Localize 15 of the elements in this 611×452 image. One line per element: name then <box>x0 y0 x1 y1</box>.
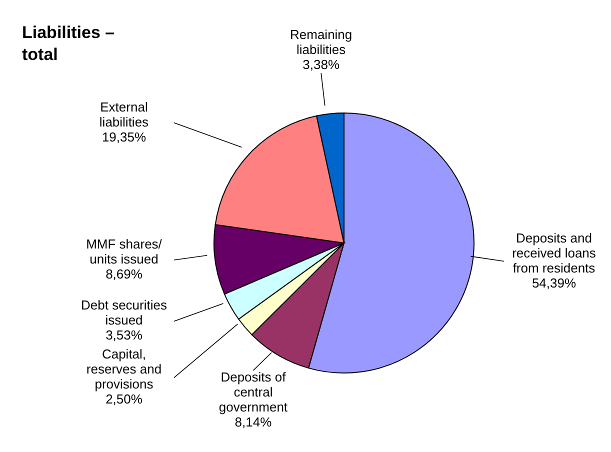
data-label: 8,14% <box>234 414 272 430</box>
data-label: 3,53% <box>106 328 143 343</box>
slice-label: Deposits of central government <box>218 369 288 414</box>
data-label: 2,50% <box>106 392 143 407</box>
data-label: 54,39% <box>532 275 576 290</box>
slice-label: Debt securities issued <box>81 298 168 328</box>
slice-label: External liabilities <box>99 99 150 130</box>
data-label: 3,38% <box>302 57 340 72</box>
slice-label: Remaining liabilities <box>290 27 352 58</box>
slice-label: Deposits and received loans from residents <box>512 230 596 276</box>
slice-label: MMF shares/ units issued <box>86 236 162 267</box>
data-label: 19,35% <box>102 129 146 144</box>
slice-label: Capital, reserves and provisions <box>86 346 162 392</box>
chart-title: Liabilities – total <box>22 22 116 66</box>
data-label: 8,69% <box>106 266 143 282</box>
